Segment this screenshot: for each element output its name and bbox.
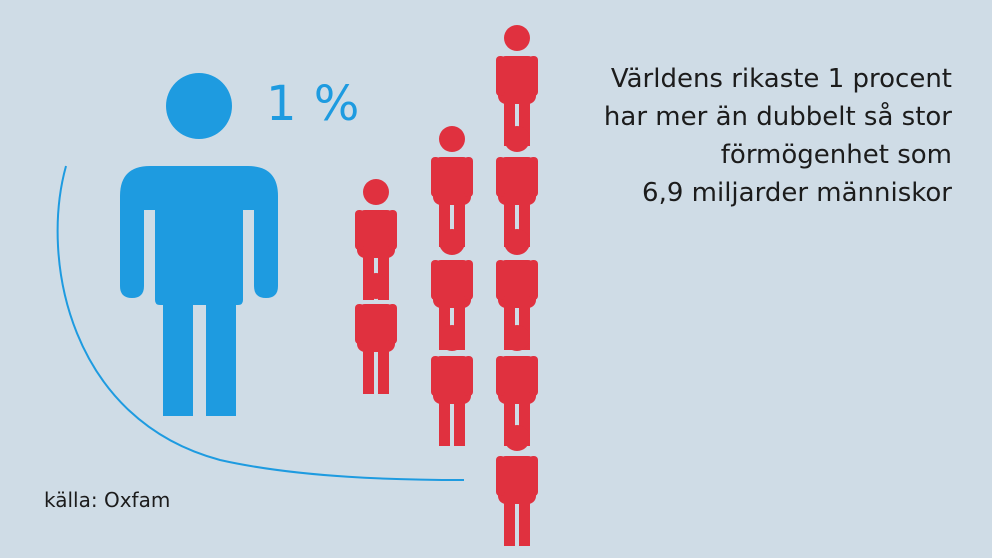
source-label: källa: Oxfam [44,488,171,512]
arc-line [56,165,465,481]
headline-line: förmögenhet som [720,140,952,170]
headline: Världens rikaste 1 procent har mer än du… [532,60,952,212]
people-person-icon [496,425,538,546]
headline-line: har mer än dubbelt så stor [603,102,952,132]
rich-person-icon [120,73,278,416]
headline-line: Världens rikaste 1 procent [610,64,952,94]
people-person-icon [431,126,473,247]
people-person-icon [431,325,473,446]
percent-label: 1 % [266,76,361,132]
people-person-icon [355,273,397,394]
headline-line: 6,9 miljarder människor [642,178,952,208]
